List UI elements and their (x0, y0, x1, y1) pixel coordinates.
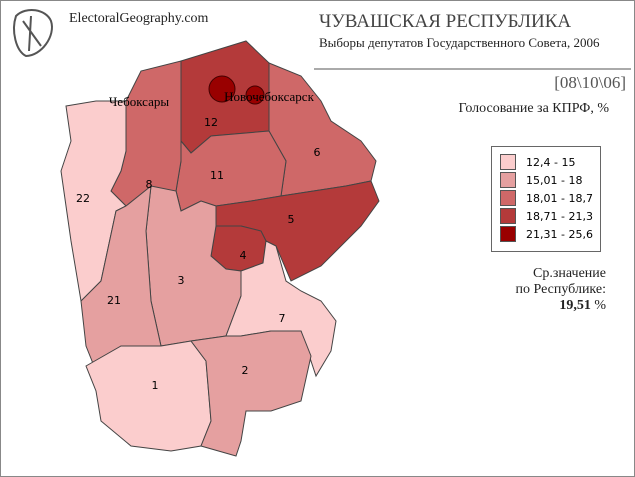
region (85, 340, 212, 452)
legend-item: 18,71 - 21,3 (500, 208, 593, 224)
region-label: 7 (279, 312, 286, 325)
legend-label: 18,71 - 21,3 (526, 209, 593, 223)
legend-label: 15,01 - 18 (526, 173, 583, 187)
legend-swatch (500, 190, 516, 206)
legend-swatch (500, 172, 516, 188)
legend-swatch (500, 208, 516, 224)
legend-label: 21,31 - 25,6 (526, 227, 593, 241)
legend-label: 18,01 - 18,7 (526, 191, 593, 205)
city-label: Чебоксары (109, 94, 170, 109)
summary-value-row: 19,51 % (516, 298, 606, 314)
legend-item: 15,01 - 18 (500, 172, 583, 188)
region-label: 22 (76, 192, 90, 205)
region-label: 1 (152, 379, 159, 392)
logo (13, 9, 53, 58)
summary: Ср.значение по Республике: 19,51 % (516, 266, 607, 314)
legend-swatch (500, 226, 516, 242)
region-label: 3 (178, 274, 185, 287)
summary-value: 19,51 (559, 298, 591, 313)
region-label: 21 (107, 294, 121, 307)
region-label: 2 (242, 364, 249, 377)
city-label: Новочебоксарск (224, 89, 314, 104)
city-marker (208, 75, 236, 103)
region (268, 62, 377, 197)
date: [08\10\06] (554, 73, 626, 92)
site: ElectoralGeography.com (69, 11, 209, 26)
legend-item: 12,4 - 15 (500, 154, 576, 170)
region-label: 11 (210, 169, 224, 182)
summary-line: Ср.значение (533, 266, 606, 281)
legend: 12,4 - 15 15,01 - 18 18,01 - 18,7 18,71 - 2… (491, 146, 601, 252)
title: ЧУВАШСКАЯ РЕСПУБЛИКА (319, 11, 572, 32)
legend-item: 18,01 - 18,7 (500, 190, 593, 206)
summary-line: по Республике: (515, 282, 607, 297)
legend-swatch (500, 154, 516, 170)
subtitle: Выборы депутатов Государственного Совета… (319, 35, 600, 50)
region-label: 4 (240, 249, 247, 262)
region-label: 6 (314, 146, 321, 159)
region-label: 8 (146, 178, 153, 191)
region-label: 5 (288, 213, 295, 226)
legend-label: 12,4 - 15 (526, 155, 576, 169)
legend-item: 21,31 - 25,6 (500, 226, 593, 242)
region (190, 330, 312, 457)
summary-unit: % (594, 298, 606, 313)
region-label: 12 (204, 116, 218, 129)
city-marker (245, 85, 265, 105)
metric: Голосование за КПРФ, % (458, 101, 609, 116)
